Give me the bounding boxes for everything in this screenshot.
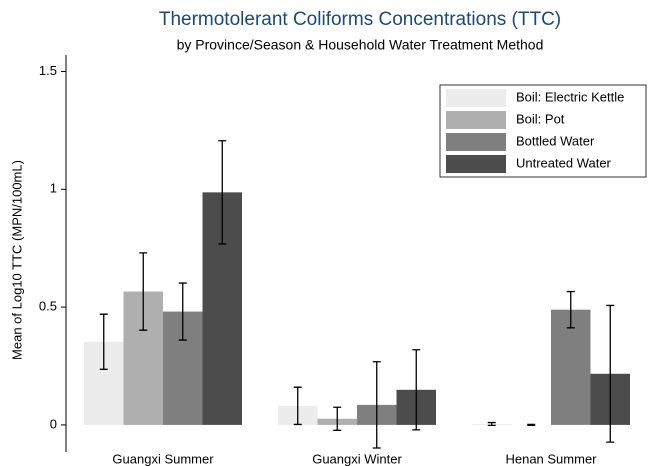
error-bar [293,386,302,426]
error-bar [178,282,187,341]
error-bar [372,361,381,449]
y-tick-label: 0 [50,416,57,431]
legend-swatch [446,155,506,173]
error-bar [99,313,108,370]
error-bar [606,304,615,443]
legend-label: Boil: Electric Kettle [516,89,624,104]
bar [551,309,591,425]
error-bar [139,252,148,331]
error-bar [218,140,227,245]
error-bar [412,349,421,431]
y-tick-label: 1.5 [39,63,57,78]
error-bar [566,290,575,329]
legend-label: Boil: Pot [516,111,565,126]
error-bar [487,421,496,427]
legend-swatch [446,133,506,151]
y-tick-label: 0.5 [39,299,57,314]
x-tick-label: Guangxi Winter [312,451,402,466]
x-tick-label: Guangxi Summer [112,451,214,466]
legend-swatch [446,89,506,107]
legend-swatch [446,111,506,129]
error-bar [333,406,342,431]
y-tick-label: 1 [50,181,57,196]
chart-title: Thermotolerant Coliforms Concentrations … [159,9,561,30]
y-axis-label: Mean of Log10 TTC (MPN/100mL) [9,160,24,360]
error-bar [527,423,536,427]
legend-label: Bottled Water [516,133,595,148]
x-tick-label: Henan Summer [505,451,597,466]
legend-label: Untreated Water [516,155,612,170]
chart-subtitle: by Province/Season & Household Water Tre… [177,37,544,53]
